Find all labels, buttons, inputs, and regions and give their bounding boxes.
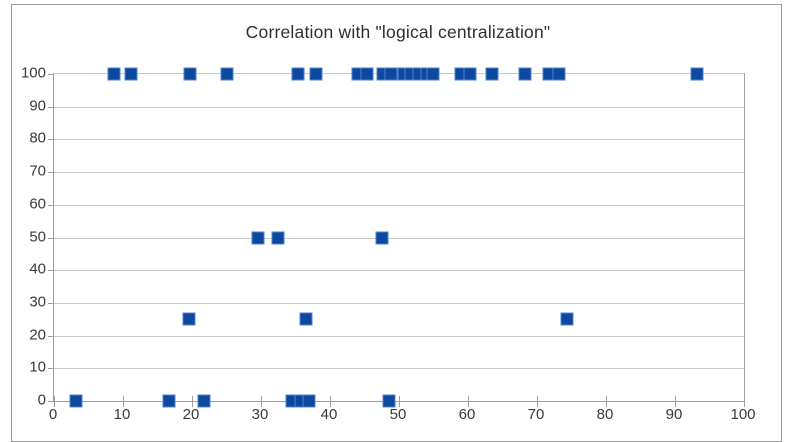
- y-axis-tick: [48, 270, 54, 272]
- x-axis-tick: [261, 396, 262, 407]
- y-gridline: [54, 172, 744, 174]
- y-gridline: [54, 335, 744, 337]
- y-gridline: [54, 204, 744, 206]
- x-tick-label: 40: [320, 406, 338, 423]
- data-point-marker: [560, 312, 574, 326]
- y-axis-tick: [48, 74, 54, 75]
- y-gridline: [54, 139, 744, 141]
- data-point-marker: [197, 394, 211, 408]
- y-tick-label: 20: [29, 326, 46, 344]
- y-gridline: [54, 302, 744, 304]
- y-tick-label: 70: [29, 162, 46, 180]
- data-point-marker: [291, 67, 305, 81]
- y-axis-tick: [48, 237, 54, 239]
- y-axis-tick: [48, 302, 54, 304]
- x-tick-label: 10: [113, 406, 131, 423]
- y-axis-tick: [48, 368, 54, 370]
- y-tick-label: 100: [20, 64, 46, 82]
- data-point-marker: [518, 67, 532, 81]
- x-axis-tick: [399, 396, 400, 407]
- y-axis-labels: 0 10 20 30 40 50 60 70 80 90 100: [0, 65, 46, 409]
- x-axis-labels: 0 10 20 30 40 50 60 70 80 90 100: [49, 406, 756, 426]
- y-tick-label: 10: [29, 358, 46, 376]
- x-tick-label: 100: [730, 406, 756, 423]
- x-axis-tick: [123, 396, 124, 407]
- x-axis-tick: [330, 396, 331, 407]
- data-point-marker: [309, 67, 323, 81]
- x-tick-label: 30: [251, 406, 269, 423]
- x-axis-tick: [675, 396, 676, 407]
- data-point-marker: [182, 312, 196, 326]
- data-point-marker: [552, 67, 566, 81]
- y-tick-label: 0: [37, 391, 46, 409]
- data-point-marker: [107, 67, 121, 81]
- data-point-marker: [302, 394, 316, 408]
- data-point-marker: [360, 67, 374, 81]
- y-tick-label: 80: [29, 129, 46, 147]
- data-point-marker: [271, 231, 285, 244]
- x-axis-tick: [606, 396, 607, 407]
- data-point-marker: [299, 312, 313, 326]
- data-point-marker: [690, 67, 704, 81]
- y-gridline: [54, 368, 744, 370]
- y-gridline: [54, 106, 744, 108]
- y-axis-tick: [48, 106, 54, 108]
- data-point-marker: [375, 231, 389, 244]
- y-axis-tick: [48, 204, 54, 206]
- data-point-marker: [251, 231, 265, 244]
- data-point-marker: [463, 67, 477, 81]
- y-tick-label: 30: [29, 293, 46, 311]
- data-point-marker: [124, 67, 138, 81]
- x-axis-tick: [468, 396, 469, 407]
- data-point-marker: [69, 394, 83, 408]
- data-point-marker: [162, 394, 176, 408]
- x-tick-label: 90: [665, 406, 683, 423]
- y-axis-tick: [48, 401, 54, 402]
- y-gridline: [54, 270, 744, 272]
- data-point-marker: [426, 67, 440, 81]
- x-axis-tick: [537, 396, 538, 407]
- y-gridline: [54, 237, 744, 239]
- data-point-marker: [485, 67, 499, 81]
- x-axis-tick: [192, 396, 193, 407]
- x-tick-label: 80: [596, 406, 614, 423]
- x-axis-tick: [54, 396, 55, 407]
- plot-area: [48, 67, 745, 408]
- x-axis-tick: [744, 396, 745, 407]
- y-axis-tick: [48, 335, 54, 337]
- data-point-marker: [384, 67, 398, 81]
- x-tick-label: 70: [527, 406, 545, 423]
- y-tick-label: 60: [29, 195, 46, 213]
- y-tick-label: 90: [29, 97, 46, 115]
- y-axis-tick: [48, 139, 54, 141]
- x-tick-label: 0: [48, 406, 58, 423]
- data-point-marker: [183, 67, 197, 81]
- chart-title: Correlation with "logical centralization…: [245, 22, 551, 42]
- x-tick-label: 60: [458, 406, 476, 423]
- y-tick-label: 50: [29, 228, 46, 245]
- data-point-marker: [382, 394, 396, 408]
- x-tick-label: 20: [182, 406, 200, 423]
- y-axis-tick: [48, 172, 54, 174]
- data-point-marker: [220, 67, 233, 81]
- x-tick-label: 50: [389, 406, 407, 423]
- y-tick-label: 40: [29, 260, 46, 278]
